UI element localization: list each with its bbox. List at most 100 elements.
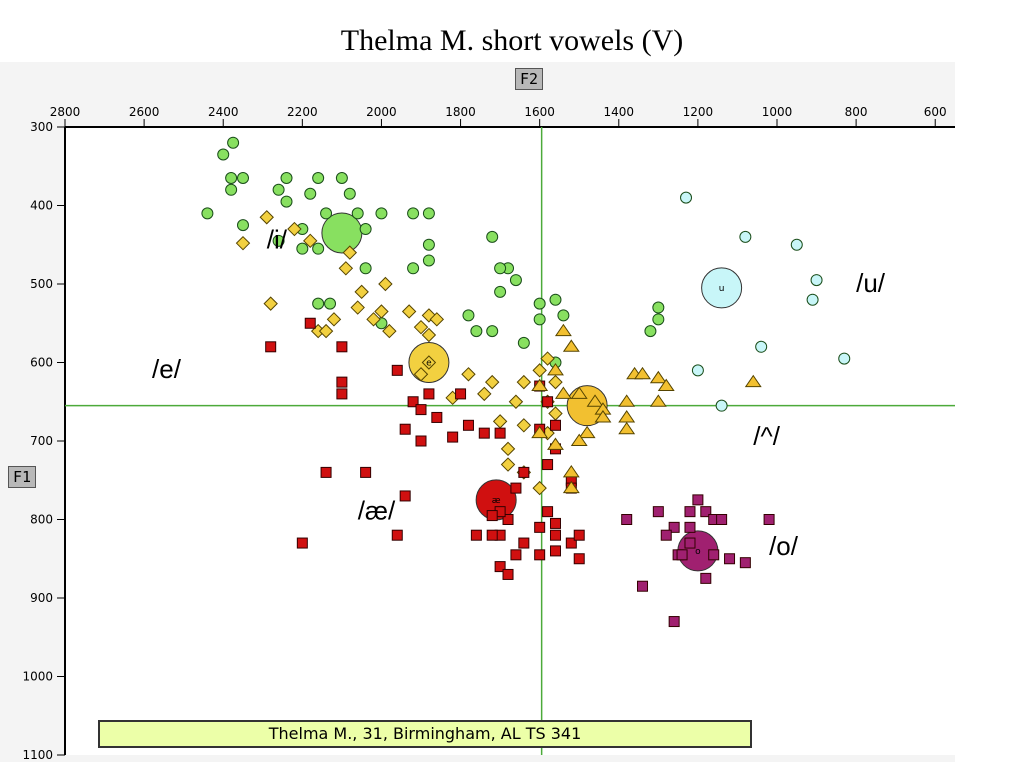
point-o (668, 616, 680, 628)
point-i (652, 313, 665, 326)
point-u (810, 274, 823, 287)
point-o (763, 514, 775, 525)
mean-label-o: o (695, 547, 701, 557)
x-tick-label: 2600 (129, 105, 160, 119)
point-o (700, 572, 712, 584)
point-e (378, 276, 393, 292)
vowel-label: /^/ (753, 421, 780, 451)
point-o (684, 521, 696, 533)
point-ae (518, 466, 530, 478)
point-ae (360, 466, 372, 478)
point-ae (462, 419, 474, 431)
point-ae (502, 514, 514, 525)
x-tick-label: 800 (845, 105, 868, 119)
point-^ (570, 386, 588, 399)
point-^ (578, 425, 596, 439)
x-tick-label: 1000 (762, 105, 793, 119)
point-i (351, 207, 364, 220)
point-i (422, 207, 435, 220)
point-^ (531, 378, 549, 392)
mean-label-e: e (426, 359, 432, 369)
point-e (532, 480, 547, 496)
point-ae (336, 388, 348, 400)
point-i (517, 336, 530, 349)
point-^ (586, 394, 604, 407)
point-e (342, 245, 358, 260)
point-o (692, 494, 704, 506)
point-ae (399, 490, 411, 502)
x-tick-label: 1800 (445, 105, 476, 119)
point-u (680, 191, 693, 204)
y-tick-label: 900 (30, 591, 53, 605)
point-ae (336, 376, 348, 388)
point-ae (304, 317, 316, 329)
point-e (413, 319, 429, 335)
point-ae (320, 466, 332, 478)
point-e (401, 304, 417, 319)
point-o (668, 521, 680, 533)
point-ae (391, 364, 403, 376)
y-tick-label: 400 (30, 199, 53, 213)
point-i (237, 219, 249, 232)
point-e (259, 210, 274, 225)
point-e (374, 304, 389, 319)
point-^ (562, 339, 580, 352)
point-i (335, 172, 348, 185)
point-i (312, 297, 325, 310)
point-^ (531, 425, 549, 439)
point-o (739, 557, 751, 569)
x-tick-label: 2000 (366, 105, 397, 119)
mean-u (701, 267, 743, 309)
y-tick-label: 800 (30, 513, 53, 527)
point-^ (618, 394, 636, 407)
point-u (838, 352, 851, 365)
mean-label-ae: æ (492, 496, 501, 506)
point-ae (573, 529, 585, 541)
point-ae (502, 568, 514, 580)
point-i (343, 187, 356, 200)
point-ae (447, 431, 459, 443)
point-e (338, 261, 354, 276)
point-i (494, 262, 507, 275)
point-ae (494, 427, 506, 439)
vowel-label: /e/ (152, 354, 182, 384)
point-i (375, 207, 388, 220)
mean-label-u: u (719, 284, 725, 294)
point-i (462, 309, 475, 322)
point-^ (649, 370, 667, 384)
point-u (806, 293, 819, 306)
x-tick-label: 600 (924, 105, 947, 119)
point-ae (407, 396, 419, 408)
point-i (359, 223, 372, 236)
point-e (540, 351, 555, 366)
point-ae (549, 419, 561, 431)
point-ae (510, 549, 522, 561)
point-^ (554, 386, 572, 399)
point-ae (565, 537, 577, 549)
point-i (557, 309, 570, 322)
vowel-label: /o/ (769, 531, 799, 561)
point-e (413, 367, 429, 382)
point-i (304, 187, 317, 200)
point-e (350, 300, 365, 315)
point-i (509, 274, 522, 287)
point-^ (634, 366, 651, 380)
point-i (280, 172, 293, 185)
point-ae (415, 404, 427, 416)
point-ae (391, 529, 403, 541)
point-o (716, 514, 728, 525)
point-ae (542, 506, 554, 518)
point-i (217, 148, 230, 161)
x-tick-label: 1200 (683, 105, 714, 119)
point-e (532, 363, 547, 378)
point-o (676, 549, 688, 561)
point-o (684, 506, 696, 518)
point-o (708, 549, 720, 561)
point-i (533, 297, 546, 310)
point-i (280, 195, 293, 208)
point-i (201, 207, 214, 220)
point-ae (534, 521, 546, 533)
point-e (421, 327, 437, 343)
point-^ (562, 480, 580, 494)
point-i (652, 301, 665, 314)
